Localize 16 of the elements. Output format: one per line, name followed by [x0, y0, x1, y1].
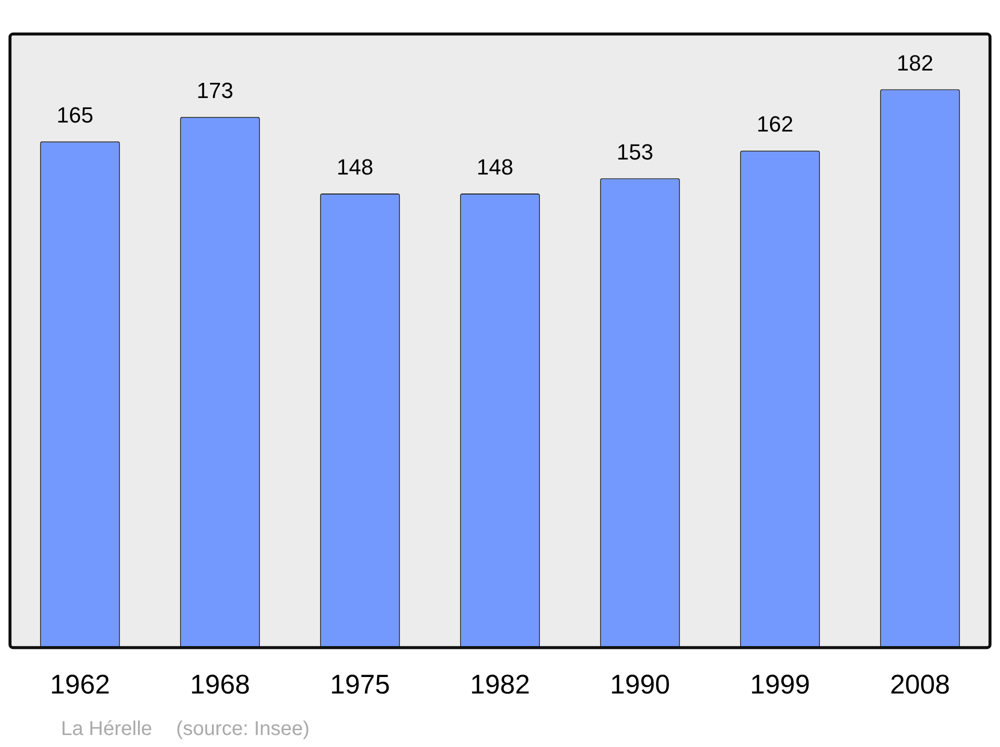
x-tick-label: 1975: [330, 669, 390, 700]
text: (source: Insee): [176, 718, 310, 740]
x-tick-label: 1999: [750, 669, 810, 700]
x-tick-label: 1990: [610, 669, 670, 700]
x-tick-label: 1962: [50, 669, 110, 700]
data-label: 148: [336, 154, 374, 180]
data-label: 148: [476, 154, 514, 180]
data-label: 173: [196, 78, 234, 103]
data-label: 153: [616, 139, 654, 164]
x-tick-label: 1982: [470, 669, 530, 700]
data-label: 182: [896, 50, 934, 76]
x-tick-label: 1968: [190, 669, 250, 700]
data-label: 162: [756, 112, 794, 137]
data-label: 165: [56, 102, 94, 128]
x-tick-label: 2008: [890, 669, 950, 700]
text: La Hérelle: [61, 718, 152, 740]
